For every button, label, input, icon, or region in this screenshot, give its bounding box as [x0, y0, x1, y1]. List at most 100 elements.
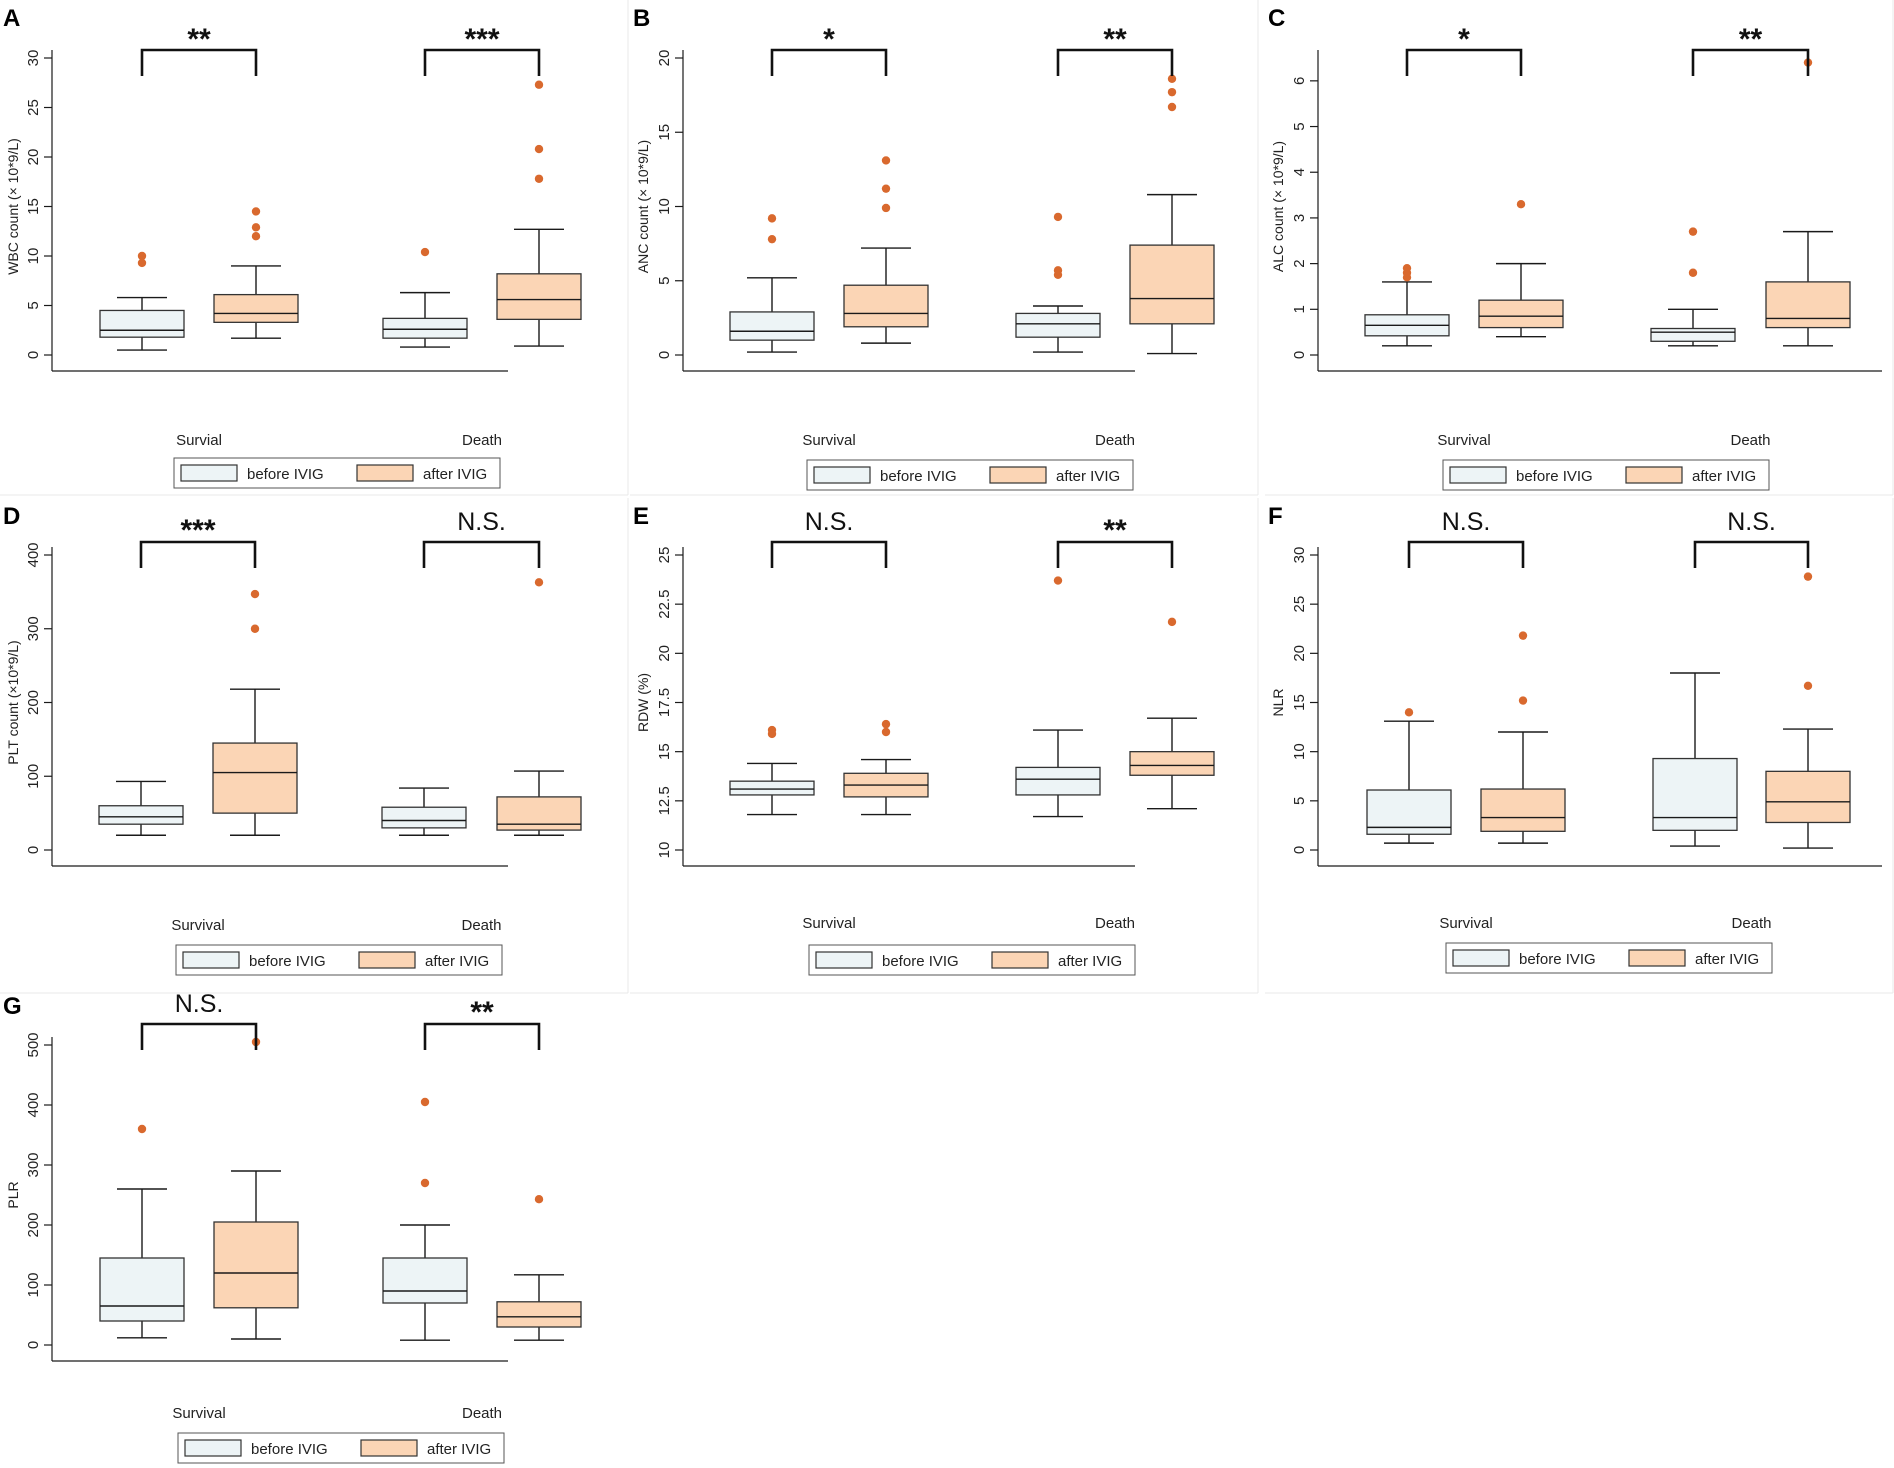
panel-d: D 0 100 200 300 400 PLT count (×10*9/L) Surviva… — [0, 498, 629, 994]
x-category-label: Death — [462, 1405, 502, 1422]
outlier-point — [881, 184, 891, 193]
outlier-point — [534, 578, 544, 587]
y-tick-label: 10 — [656, 198, 673, 215]
significance-bracket — [1056, 48, 1174, 76]
y-tick-label: 3 — [1291, 214, 1308, 222]
box-after-death — [496, 80, 582, 347]
legend-swatch-after — [1628, 949, 1686, 967]
box-iqr — [729, 780, 815, 796]
y-tick-label: 0 — [1291, 351, 1308, 359]
box-iqr — [1015, 766, 1101, 796]
y-tick-label: 0 — [25, 351, 42, 359]
y-axis-label: PLR — [5, 1181, 21, 1208]
box-iqr — [213, 1221, 299, 1309]
box-before-survival — [1366, 708, 1452, 844]
y-tick-label: 100 — [25, 764, 42, 789]
significance-bracket — [1407, 540, 1525, 568]
box-before-death — [1015, 212, 1101, 353]
legend-swatch-before — [813, 466, 871, 484]
significance-label: ** — [1103, 23, 1127, 56]
y-axis-label: RDW (%) — [635, 673, 651, 732]
significance-label: * — [823, 23, 835, 56]
y-tick-label: 400 — [25, 1092, 42, 1117]
legend-label-before: before IVIG — [247, 466, 324, 483]
legend: before IVIG after IVIG — [806, 459, 1134, 491]
box-after-survival — [212, 589, 298, 836]
significance-bracket — [1691, 48, 1810, 76]
outlier-point — [881, 203, 891, 213]
x-category-label: Death — [1095, 915, 1135, 932]
y-tick-label: 15 — [25, 198, 42, 215]
y-tick-label: 2 — [1291, 259, 1308, 267]
outlier-point — [881, 719, 891, 729]
significance-bracket — [423, 48, 541, 76]
legend-swatch-after — [360, 1439, 418, 1457]
outlier-point — [1167, 617, 1177, 627]
panel-e: E 10 12.5 15 17.5 20 22.5 25 RDW (%) Survival Deat… — [630, 498, 1259, 994]
box-iqr — [1015, 312, 1101, 338]
box-before-death — [381, 787, 467, 836]
legend: before IVIG after IVIG — [173, 457, 501, 489]
outlier-point — [534, 174, 544, 183]
significance-label: N.S. — [457, 508, 506, 536]
y-tick-label: 0 — [25, 846, 42, 854]
y-tick-label: 25 — [25, 99, 42, 116]
significance-bracket — [140, 1022, 258, 1050]
legend: before IVIG after IVIG — [175, 944, 503, 976]
box-iqr — [99, 1257, 185, 1322]
y-tick-label: 30 — [25, 50, 42, 67]
outlier-point — [767, 725, 777, 735]
significance-label: ** — [1739, 23, 1763, 56]
panel-letter: C — [1268, 5, 1285, 32]
y-tick-label: 10 — [1291, 743, 1308, 760]
outlier-point — [1688, 227, 1698, 236]
outlier-point — [251, 207, 261, 216]
x-category-label: Survival — [802, 915, 855, 932]
outlier-point — [1167, 102, 1177, 112]
legend-label-before: before IVIG — [1519, 951, 1596, 968]
legend: before IVIG after IVIG — [1442, 459, 1770, 491]
legend-swatch-before — [1449, 466, 1507, 484]
box-after-death — [1129, 617, 1215, 810]
x-category-label: Survival — [1437, 432, 1490, 449]
outlier-point — [534, 1195, 544, 1204]
significance-bracket — [770, 48, 888, 76]
box-before-survival — [98, 780, 184, 836]
y-tick-label: 0 — [1291, 846, 1308, 854]
x-category-label: Survival — [171, 917, 224, 934]
outlier-point — [137, 1124, 147, 1134]
x-category-label: Death — [462, 432, 502, 449]
box-before-death — [1650, 227, 1736, 347]
box-iqr — [496, 796, 582, 831]
box-iqr — [729, 311, 815, 341]
outlier-point — [1803, 572, 1813, 581]
y-tick-label: 15 — [1291, 694, 1308, 711]
y-axis-label: NLR — [1270, 688, 1286, 716]
box-before-survival — [729, 214, 815, 353]
y-tick-label: 22.5 — [656, 590, 673, 619]
outlier-point — [1053, 212, 1063, 222]
box-after-survival — [213, 1037, 299, 1340]
legend: before IVIG after IVIG — [808, 944, 1136, 976]
box-before-death — [1015, 576, 1101, 818]
legend-label-after: after IVIG — [425, 953, 489, 970]
box-after-survival — [843, 719, 929, 816]
outlier-point — [881, 727, 891, 737]
outlier-point — [137, 251, 147, 261]
y-tick-label: 15 — [656, 124, 673, 141]
legend-label-before: before IVIG — [882, 953, 959, 970]
y-tick-label: 30 — [1291, 547, 1308, 564]
y-tick-label: 20 — [656, 645, 673, 662]
x-category-label: Death — [1730, 432, 1770, 449]
outlier-point — [1518, 696, 1528, 705]
panel-c: C 0 1 2 3 4 5 6 ALC count (× 10*9/L) Survival Deat… — [1265, 0, 1894, 496]
outlier-point — [1167, 74, 1177, 83]
outlier-point — [251, 223, 261, 232]
significance-bracket — [770, 540, 888, 568]
y-tick-label: 10 — [25, 248, 42, 265]
legend-frame — [173, 457, 501, 489]
box-after-death — [496, 578, 582, 836]
panel-b: B 0 5 10 15 20 ANC count (× 10*9/L) Survival Dea… — [630, 0, 1259, 496]
x-category-label: Survival — [172, 1405, 225, 1422]
panel-letter: E — [633, 503, 649, 530]
